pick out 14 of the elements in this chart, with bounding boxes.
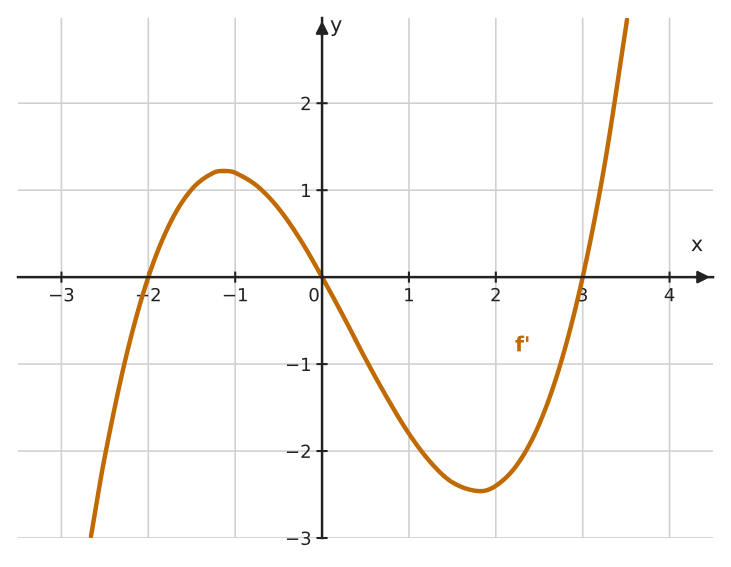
y-axis-title: y: [330, 20, 342, 36]
x-tick-label: 2: [491, 288, 500, 302]
x-tick-label: 4: [664, 288, 674, 302]
x-tick-label: 0: [310, 288, 319, 302]
y-tick-label: −2: [286, 444, 310, 458]
x-axis-title: x: [691, 240, 702, 252]
x-tick-label: 1: [405, 288, 414, 302]
y-tick-label: 1: [302, 184, 310, 198]
y-tick-label: −1: [286, 358, 310, 371]
x-tick-label: −3: [50, 288, 74, 302]
x-tick-label: −1: [224, 288, 247, 302]
y-tick-label: 2: [301, 96, 310, 110]
series-label: f': [515, 336, 528, 352]
y-tick-label: −3: [286, 531, 310, 546]
